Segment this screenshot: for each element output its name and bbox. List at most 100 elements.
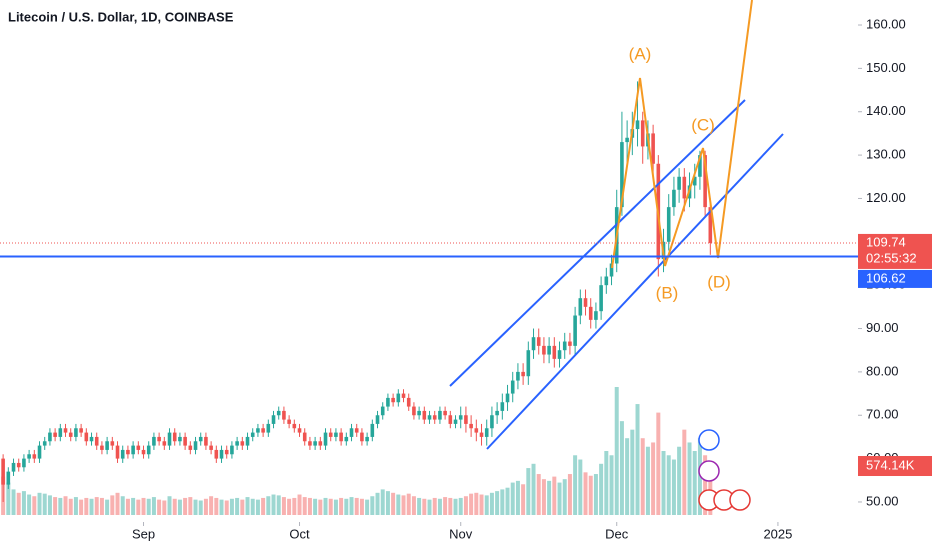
candle-body	[682, 176, 687, 199]
candle-body	[609, 263, 614, 277]
volume-bar	[203, 498, 208, 515]
volume-bar	[406, 493, 411, 515]
volume-bar	[229, 498, 234, 515]
volume-bar	[167, 496, 172, 515]
volume-bar	[453, 498, 458, 515]
candle-body	[120, 449, 125, 459]
volume-bar	[120, 496, 125, 515]
candle-body	[302, 432, 307, 442]
candle-body	[271, 415, 276, 424]
candle-body	[443, 410, 447, 416]
volume-bar	[671, 459, 676, 515]
candle-body	[521, 371, 525, 377]
candle-body	[11, 462, 16, 472]
candle-body	[308, 441, 312, 446]
volume-bar	[198, 500, 203, 515]
candle-body	[692, 176, 697, 186]
volume-bar	[131, 497, 136, 515]
volume-bar	[385, 491, 390, 515]
candle-body	[32, 454, 37, 459]
event-icons	[698, 429, 751, 511]
volume-bar	[682, 429, 687, 515]
volume-bar	[281, 497, 286, 515]
candle-body	[1, 458, 5, 485]
candle-body	[63, 428, 68, 433]
volume-bar	[593, 474, 598, 515]
volume-bar	[250, 498, 255, 515]
candle-body	[401, 393, 406, 398]
volume-bar	[651, 442, 656, 515]
candle-body	[380, 406, 385, 416]
candle-body	[599, 285, 603, 312]
candle-body	[136, 445, 141, 450]
volume-bar	[172, 498, 177, 515]
candle-body	[58, 428, 63, 437]
volume-bar	[177, 499, 182, 515]
event-icon[interactable]	[698, 429, 720, 451]
volume-bar	[422, 498, 427, 515]
volume-bar	[115, 492, 120, 515]
volume-bar	[105, 499, 110, 515]
volume-bar	[183, 497, 188, 515]
candle-body	[604, 276, 609, 286]
volume-bar	[599, 463, 604, 515]
candle-body	[370, 423, 375, 437]
wave-label: (C)	[691, 115, 715, 134]
volume-bar	[323, 497, 328, 515]
candle-body	[594, 311, 598, 320]
volume-bar	[557, 482, 562, 515]
volume-bar	[68, 498, 73, 515]
candle-body	[526, 350, 531, 377]
volume-bar	[703, 455, 708, 515]
volume-bar	[58, 497, 63, 515]
candle-body	[562, 341, 567, 351]
volume-bar	[344, 498, 349, 515]
volume-bar	[640, 438, 645, 515]
candle-body	[172, 432, 177, 442]
volume-bar	[219, 499, 224, 515]
event-icon[interactable]	[729, 489, 751, 511]
candle-body	[250, 432, 255, 437]
candle-body	[568, 341, 572, 346]
volume-bar	[11, 489, 16, 515]
candle-body	[287, 419, 291, 424]
last-price-tag	[858, 233, 932, 269]
candle-body	[620, 142, 624, 208]
candle-body	[432, 415, 437, 420]
volume-bar	[42, 493, 47, 515]
volume-bar	[541, 479, 546, 515]
candle-body	[276, 410, 281, 416]
y-tick-label: 50.00	[866, 493, 899, 508]
candle-body	[204, 436, 208, 446]
candle-body	[573, 315, 577, 346]
volume-bar	[354, 497, 359, 515]
event-icon[interactable]	[698, 460, 720, 482]
candle-body	[448, 415, 453, 424]
candle-body	[292, 423, 297, 429]
candle-body	[209, 445, 213, 450]
volume-bar	[604, 451, 609, 515]
wave-label: (D)	[707, 272, 731, 291]
candle-body	[703, 155, 707, 208]
volume-bar	[411, 496, 416, 515]
candle-body	[328, 432, 333, 437]
candle-body	[552, 345, 557, 359]
candle-body	[365, 436, 369, 442]
volume-bar	[266, 496, 271, 515]
candle-body	[354, 428, 359, 433]
candle-body	[219, 449, 224, 459]
volume-bar	[479, 494, 484, 515]
volume-bar	[339, 497, 344, 515]
candle-body	[651, 133, 655, 164]
volume-bar	[6, 482, 11, 515]
candle-body	[89, 436, 94, 442]
volume-bar	[573, 455, 578, 515]
candle-body	[578, 298, 583, 316]
candle-body	[427, 415, 432, 420]
volume-bar	[240, 499, 245, 515]
volume-bar	[141, 497, 146, 515]
volume-bar	[635, 404, 640, 515]
last-price-label: 109.74	[866, 234, 906, 249]
candle-body	[547, 345, 551, 355]
volume-bar	[380, 489, 385, 515]
